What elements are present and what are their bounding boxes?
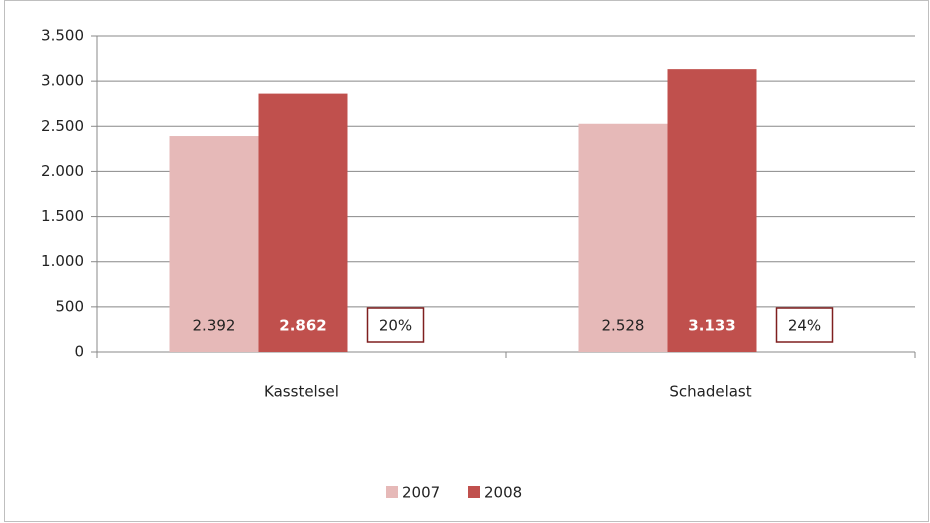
y-tick-label: 1.500 [41,207,84,225]
y-tick-label: 3.500 [41,27,84,45]
annotation: 20% [379,317,412,335]
y-tick-label: 1.000 [41,252,84,270]
data-label: 2.392 [193,317,236,335]
chart-frame [4,0,929,522]
legend-swatch [386,486,398,498]
legend-label: 2008 [484,484,522,502]
x-tick-label: Kasstelsel [264,383,339,401]
annotation: 24% [788,317,821,335]
annotation-box [366,307,425,343]
y-tick-label: 500 [55,297,84,315]
bar [578,123,668,352]
annotation-box [775,307,834,343]
legend-label: 2007 [402,484,440,502]
y-tick-label: 3.000 [41,72,84,90]
data-label: 2.862 [279,317,326,335]
legend-swatch [468,486,480,498]
bar [169,136,259,352]
bar [258,93,348,352]
y-tick-label: 0 [74,343,84,361]
data-label: 3.133 [688,317,735,335]
bar [667,69,757,352]
data-label: 2.528 [602,317,645,335]
y-tick-label: 2.000 [41,162,84,180]
x-tick-label: Schadelast [669,383,751,401]
y-tick-label: 2.500 [41,117,84,135]
